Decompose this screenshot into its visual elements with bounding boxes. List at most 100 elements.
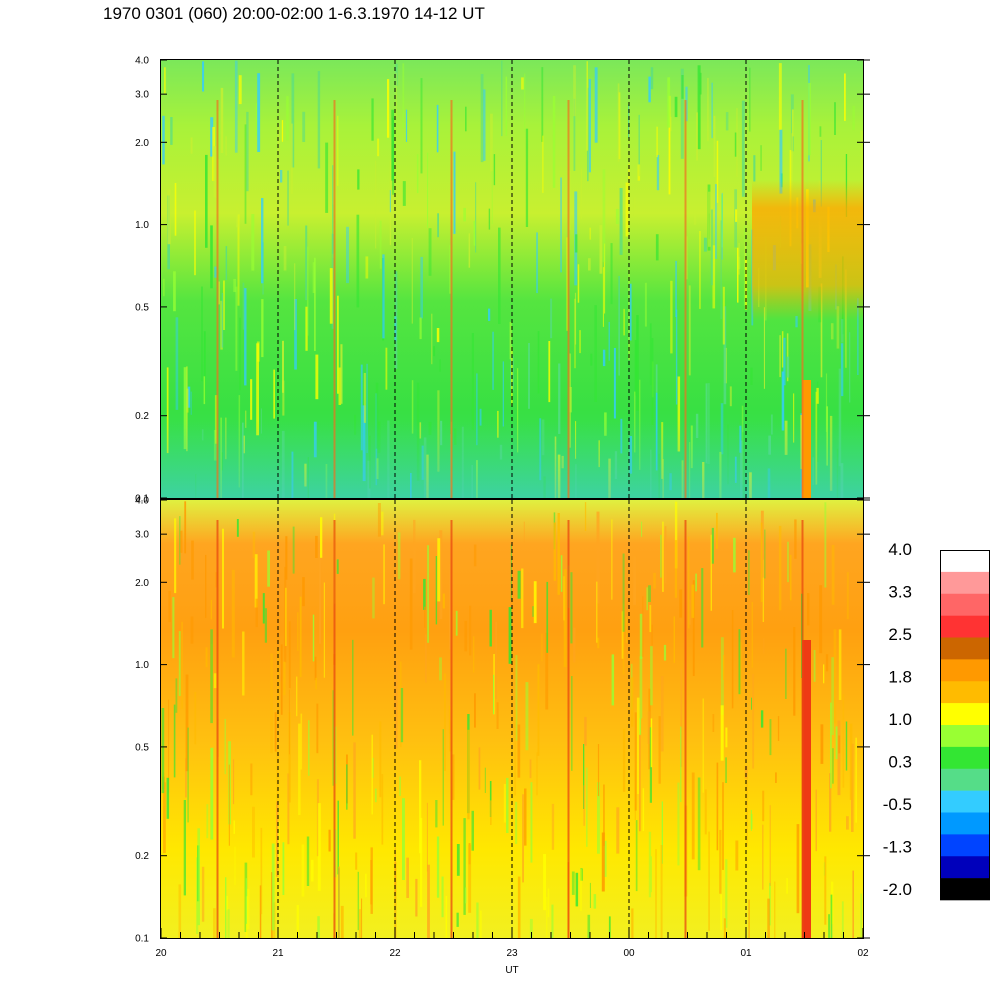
upper-streak — [697, 65, 701, 150]
upper-streak — [187, 386, 191, 408]
lower-streak — [536, 752, 538, 796]
lower-streak — [308, 720, 310, 776]
lower-streak — [285, 587, 287, 646]
lower-streak — [409, 558, 413, 650]
lower-streak — [748, 550, 750, 595]
upper-streak — [573, 98, 576, 171]
lower-streak — [778, 525, 782, 611]
upper-streak — [675, 309, 678, 405]
upper-streak — [675, 260, 677, 317]
colorbar-label: -2.0 — [883, 880, 912, 899]
lower-streak — [179, 516, 181, 565]
upper-streak — [427, 152, 429, 228]
lower-streak — [860, 893, 862, 938]
upper-streak — [420, 78, 423, 174]
lower-streak — [704, 789, 707, 835]
lower-streak — [722, 782, 724, 870]
upper-streak — [707, 77, 709, 142]
lower-streak — [832, 748, 834, 784]
lower-streak — [852, 870, 854, 938]
lower-streak — [464, 620, 468, 652]
lower-streak — [584, 716, 587, 746]
x-tick-label: 20 — [155, 948, 167, 959]
lower-streak — [399, 661, 402, 748]
colorbar-swatch — [940, 725, 990, 748]
lower-streak — [468, 844, 472, 913]
lower-streak — [762, 559, 764, 622]
lower-streak — [575, 872, 579, 907]
upper-streak — [471, 333, 474, 430]
lower-streak — [708, 831, 710, 931]
upper-streak — [670, 280, 673, 354]
upper-streak — [590, 353, 593, 366]
upper-streak — [402, 181, 406, 206]
lower-red-line — [216, 520, 219, 938]
x-tick-label: 00 — [623, 948, 635, 959]
lower-streak — [719, 829, 722, 894]
upper-streak — [498, 227, 501, 324]
colorbar-swatch — [940, 790, 990, 813]
upper-streak — [220, 87, 224, 153]
lower-streak — [181, 621, 183, 709]
upper-streak — [528, 343, 530, 409]
lower-streak — [642, 596, 644, 657]
upper-streak — [392, 117, 395, 195]
lower-streak — [296, 905, 299, 938]
lower-streak — [825, 654, 829, 672]
lower-streak — [597, 744, 600, 797]
upper-streak — [250, 379, 253, 420]
lower-streak — [746, 776, 748, 847]
lower-red-line — [450, 520, 453, 938]
lower-streak — [493, 674, 495, 715]
y-tick-label: 3.0 — [135, 530, 149, 541]
upper-streak — [579, 330, 581, 354]
lower-streak — [660, 676, 664, 752]
upper-streak — [711, 82, 713, 139]
lower-streak — [503, 784, 506, 823]
upper-streak — [329, 268, 333, 324]
colorbar-swatch — [940, 768, 990, 791]
lower-streak — [725, 727, 728, 748]
upper-streak — [437, 213, 439, 238]
lower-streak — [168, 699, 170, 793]
lower-streak — [280, 644, 283, 715]
upper-streak — [245, 410, 247, 428]
upper-streak — [488, 208, 491, 230]
y-tick-label: 0.5 — [135, 742, 149, 753]
upper-streak — [244, 124, 247, 224]
upper-streak — [541, 67, 544, 142]
lower-streak — [508, 607, 512, 664]
y-tick-label: 2.0 — [135, 578, 149, 589]
colorbar-swatch — [940, 681, 990, 704]
upper-streak — [174, 183, 177, 236]
lower-streak — [815, 789, 817, 852]
upper-streak — [778, 63, 782, 130]
lower-streak — [546, 581, 549, 653]
upper-streak — [750, 367, 753, 385]
lower-streak — [314, 656, 317, 681]
lower-streak — [315, 677, 317, 690]
lower-streak — [213, 673, 217, 689]
upper-streak — [411, 380, 414, 434]
upper-streak — [857, 298, 859, 375]
lower-streak — [228, 764, 230, 846]
lower-streak — [763, 638, 765, 654]
upper-streak — [340, 344, 343, 404]
lower-streak — [515, 801, 518, 844]
upper-streak — [613, 348, 616, 419]
lower-streak — [355, 852, 358, 870]
upper-streak — [509, 321, 512, 360]
lower-streak — [639, 613, 643, 659]
upper-streak — [465, 106, 467, 132]
y-tick-label: 1.0 — [135, 660, 149, 671]
upper-streak — [194, 210, 196, 276]
lower-streak — [206, 804, 209, 839]
upper-streak — [656, 155, 660, 191]
lower-streak — [278, 821, 280, 861]
lower-streak — [255, 598, 258, 628]
upper-streak — [402, 63, 405, 129]
lower-streak — [830, 702, 832, 789]
lower-streak — [639, 718, 642, 736]
upper-streak — [741, 100, 745, 197]
lower-streak — [185, 674, 189, 772]
